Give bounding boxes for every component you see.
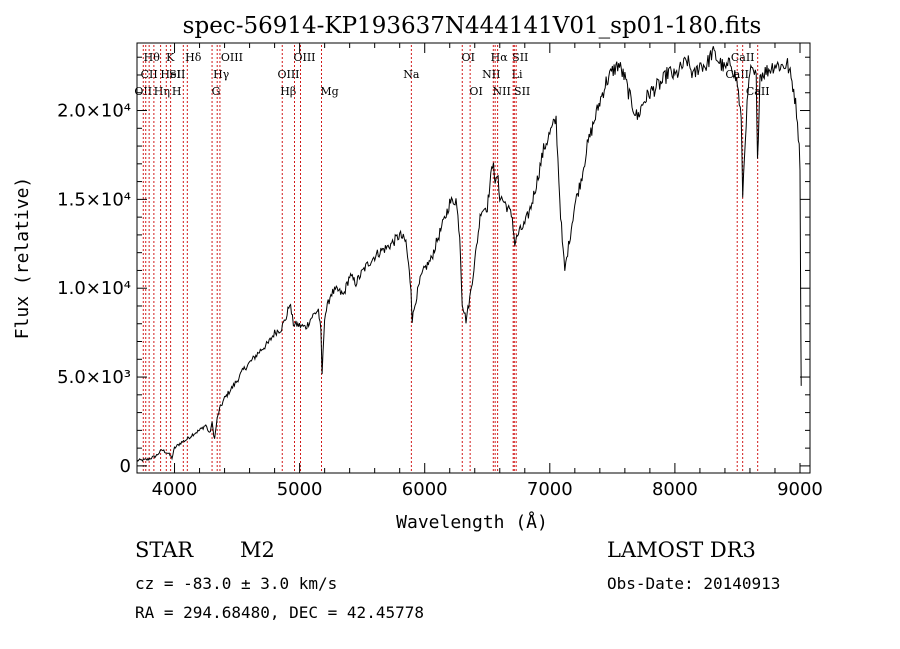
- marker-label: SII: [512, 51, 528, 64]
- marker-label: OI: [469, 85, 482, 98]
- plot-frame: [136, 42, 811, 474]
- redshift-cz: cz = -83.0 ± 3.0 km/s: [135, 574, 338, 593]
- marker-label: Hα: [491, 51, 509, 64]
- x-tick-label: 8000: [652, 479, 698, 500]
- object-class: STAR: [135, 538, 194, 562]
- marker-label: Hβ: [280, 85, 296, 98]
- marker-label: Na: [403, 68, 420, 81]
- ra-dec: RA = 294.68480, DEC = 42.45778: [135, 603, 424, 622]
- x-tick-label: 5000: [277, 479, 323, 500]
- marker-label: Hη: [154, 85, 170, 98]
- object-subclass: M2: [240, 538, 275, 562]
- y-axis-label: Flux (relative): [12, 177, 33, 340]
- spectrum-series: [136, 46, 802, 462]
- marker-label: H: [172, 85, 182, 98]
- observation-date: Obs-Date: 20140913: [607, 574, 781, 593]
- x-axis-label: Wavelength (Å): [396, 511, 548, 533]
- marker-label: G: [212, 85, 221, 98]
- marker-label: OIII: [293, 51, 315, 64]
- x-tick-label: 7000: [527, 479, 573, 500]
- marker-label: NII: [492, 85, 510, 98]
- marker-label: CII: [141, 68, 158, 81]
- y-tick-label: 1.0×10⁴: [57, 278, 131, 299]
- y-tick-label: 1.5×10⁴: [57, 189, 131, 210]
- marker-label: OIII: [221, 51, 243, 64]
- axis-ticks: 4000 5000 6000 7000 8000 9000 0 5.0×10³ 1.0×10⁴ 1…: [57, 43, 823, 500]
- marker-label: NII: [482, 68, 500, 81]
- x-tick-label: 4000: [152, 479, 198, 500]
- x-tick-label: 9000: [777, 479, 823, 500]
- y-tick-label: 0: [120, 456, 131, 477]
- marker-label: Hδ: [185, 51, 202, 64]
- marker-label: Hγ: [213, 68, 230, 81]
- x-tick-label: 6000: [402, 479, 448, 500]
- marker-label: OII: [134, 85, 152, 98]
- marker-label: CaII: [746, 85, 770, 98]
- y-tick-label: 2.0×10⁴: [57, 101, 131, 122]
- marker-label: OIII: [277, 68, 299, 81]
- marker-label: Hθ: [144, 51, 161, 64]
- marker-label: Mg: [320, 85, 338, 98]
- marker-label: SII: [514, 85, 530, 98]
- marker-label: Li: [512, 68, 523, 81]
- marker-label: SII: [169, 68, 185, 81]
- line-markers: OIIHθCIIHηHeIKHSIIHδGHγOIIIHβOIIIOIIIMgN…: [134, 45, 770, 473]
- marker-label: OI: [462, 51, 475, 64]
- spectrum-line: [136, 46, 802, 462]
- marker-label: CaII: [731, 51, 755, 64]
- chart-title: spec-56914-KP193637N444141V01_sp01-180.f…: [183, 13, 762, 39]
- survey-name: LAMOST DR3: [607, 538, 756, 562]
- y-tick-label: 5.0×10³: [57, 367, 131, 388]
